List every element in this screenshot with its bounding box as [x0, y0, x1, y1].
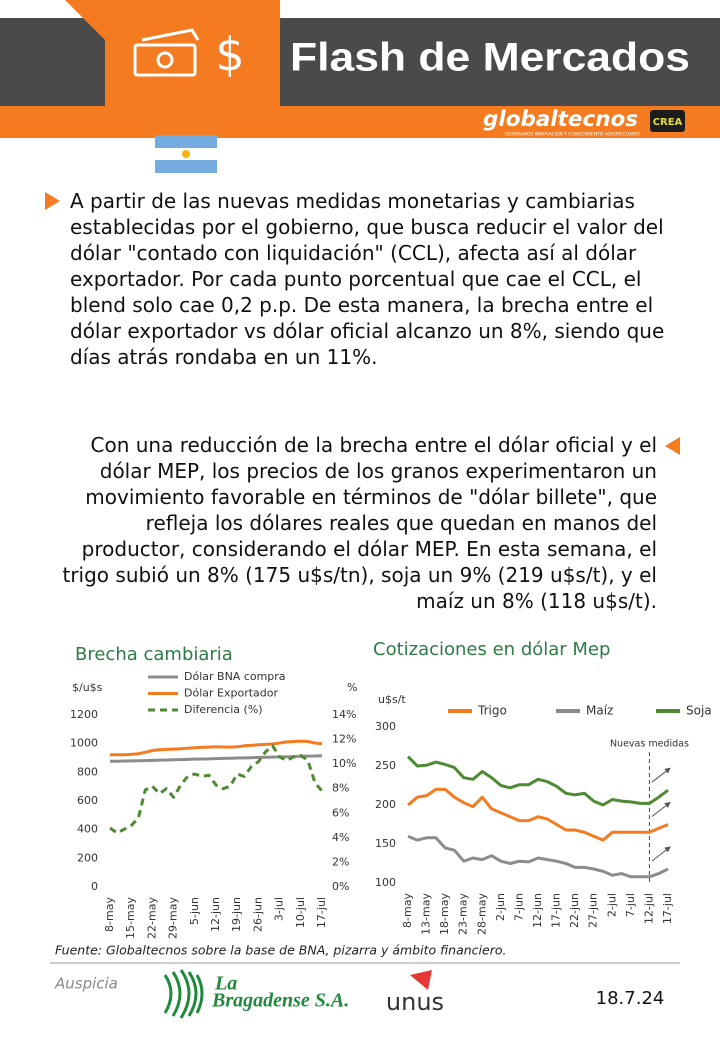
legend-label: Diferencia (%) — [184, 703, 263, 716]
y-tick-label: 400 — [77, 823, 98, 836]
money-icon — [133, 28, 200, 77]
chart-title: Cotizaciones en dólar Mep — [373, 639, 610, 660]
sponsor-2: unus — [386, 988, 444, 1016]
x-tick-label: 19-jun — [230, 897, 243, 932]
legend-label: Dólar Exportador — [184, 687, 278, 700]
y-tick-label: 150 — [375, 837, 396, 850]
bragadense-logo — [163, 969, 204, 1019]
x-tick-label: 10-jul — [294, 897, 307, 928]
x-tick-label: 12-jul — [642, 893, 655, 924]
chart-title: Brecha cambiaria — [75, 644, 233, 665]
x-tick-label: 15-may — [124, 897, 137, 939]
x-tick-label: 29-may — [167, 897, 180, 939]
paragraph: Con una reducción de la brecha entre el … — [62, 433, 657, 613]
trend-arrow — [651, 846, 671, 862]
series-line — [110, 739, 323, 757]
y-tick-label: 250 — [375, 759, 396, 772]
x-tick-label: 22-jun — [568, 893, 581, 928]
flag — [155, 135, 217, 173]
axis-label: % — [347, 681, 357, 694]
bullet — [665, 437, 680, 455]
x-tick-label: 23-may — [457, 893, 470, 935]
y-tick-label: 100 — [375, 876, 396, 889]
header-badge — [65, 0, 280, 108]
x-tick-label: 27-jun — [587, 893, 600, 928]
sponsor-1-line: La — [214, 973, 237, 995]
x-tick-label: 8-may — [103, 897, 116, 932]
y-tick-label: 1000 — [70, 737, 98, 750]
x-tick-label: 2-jun — [494, 893, 507, 921]
x-tick-label: 22-may — [145, 897, 158, 939]
series-line — [110, 754, 323, 763]
unus-icon — [410, 970, 432, 990]
trend-arrow — [651, 767, 671, 783]
x-tick-label: 26-jun — [251, 897, 264, 932]
x-tick-label: 17-jun — [550, 893, 563, 928]
bullet — [45, 192, 60, 210]
axis-label: $/u$s — [72, 681, 103, 694]
trend-arrow — [651, 801, 671, 817]
y2-tick-label: 10% — [332, 757, 356, 770]
annotation: Nuevas medidas — [610, 739, 689, 750]
y2-tick-label: 4% — [332, 831, 349, 844]
legend-label: Maíz — [586, 704, 613, 718]
header-bar — [0, 106, 720, 138]
legend-label: Trigo — [477, 704, 507, 718]
x-tick-label: 12-jun — [209, 897, 222, 932]
x-tick-label: 3-jul — [273, 897, 286, 921]
axis-label: u$s/t — [378, 693, 406, 706]
series-line — [407, 834, 669, 879]
sponsor-1-line: Bragadense S.A. — [211, 990, 349, 1012]
legend-label: Soja — [686, 704, 712, 718]
partner-badge — [650, 110, 685, 132]
brand-tagline: GENERAMOS INNOVACIÓN Y CONOCIMIENTO AGRO… — [505, 131, 640, 138]
date: 18.7.24 — [596, 988, 665, 1009]
paragraph: A partir de las nuevas medidas monetaria… — [70, 189, 665, 369]
y-tick-label: 1200 — [70, 708, 98, 721]
x-tick-label: 5-jun — [188, 897, 201, 925]
y-tick-label: 800 — [77, 765, 98, 778]
x-tick-label: 8-may — [401, 893, 414, 928]
x-tick-label: 7-jul — [624, 893, 637, 917]
brand: globaltecnos — [483, 107, 638, 131]
y-tick-label: 300 — [375, 720, 396, 733]
y-tick-label: 0 — [91, 880, 98, 893]
y2-tick-label: 2% — [332, 855, 349, 868]
x-tick-label: 12-jun — [531, 893, 544, 928]
series-line — [109, 744, 324, 835]
x-tick-label: 2-jul — [605, 893, 618, 917]
y-tick-label: 600 — [77, 794, 98, 807]
y-tick-label: 200 — [375, 798, 396, 811]
x-tick-label: 7-jun — [512, 893, 525, 921]
series-line — [407, 787, 669, 842]
y2-tick-label: 12% — [332, 733, 356, 746]
sponsor-label: Auspicia — [54, 975, 118, 993]
y2-tick-label: 6% — [332, 806, 349, 819]
x-tick-label: 13-may — [420, 893, 433, 935]
x-tick-label: 28-may — [475, 893, 488, 935]
dollar-icon: $ — [215, 28, 244, 82]
x-tick-label: 18-may — [438, 893, 451, 935]
series-line — [406, 755, 669, 807]
header-title: Flash de Mercados — [290, 36, 690, 80]
x-tick-label: 17-jul — [315, 897, 328, 928]
legend-label: Dólar BNA compra — [184, 670, 286, 683]
y2-tick-label: 8% — [332, 782, 349, 795]
y-tick-label: 200 — [77, 851, 98, 864]
y2-tick-label: 14% — [332, 708, 356, 721]
x-tick-label: 17-jul — [661, 893, 674, 924]
partner: CREA — [653, 117, 683, 128]
source: Fuente: Globaltecnos sobre la base de BN… — [55, 943, 506, 958]
y2-tick-label: 0% — [332, 880, 349, 893]
